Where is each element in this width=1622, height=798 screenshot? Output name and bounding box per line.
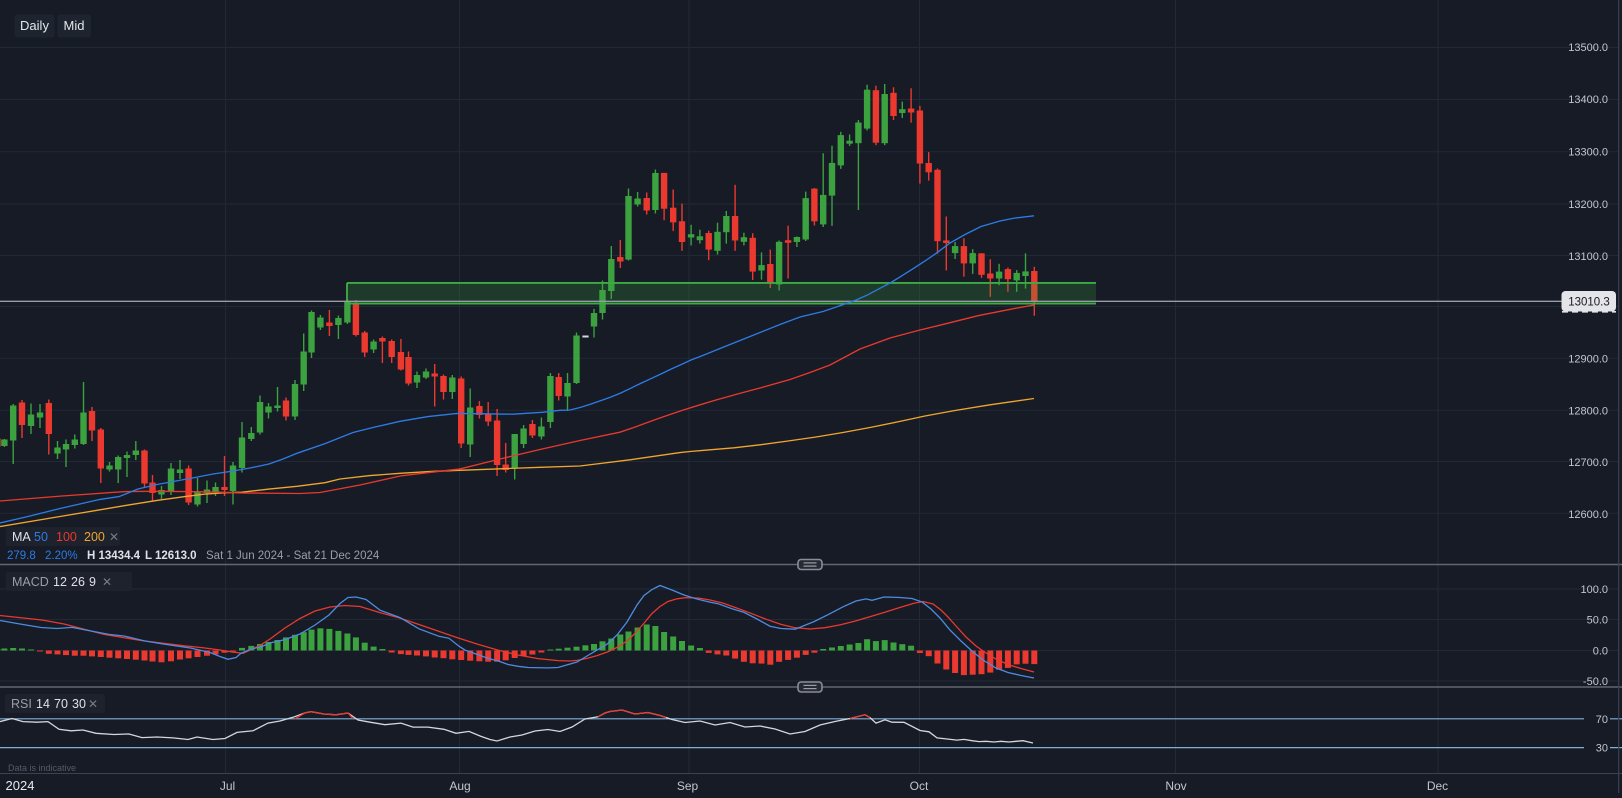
svg-text:100: 100 [56,530,77,544]
svg-text:70: 70 [1596,714,1608,726]
svg-text:Mid: Mid [64,18,85,33]
svg-text:H 13434.4: H 13434.4 [87,550,141,562]
svg-text:50: 50 [34,530,48,544]
svg-text:14: 14 [36,697,50,711]
svg-text:MA: MA [12,530,31,544]
svg-text:200: 200 [84,530,105,544]
svg-text:13500.0: 13500.0 [1568,42,1608,54]
svg-text:Daily: Daily [20,18,49,33]
svg-text:12800.0: 12800.0 [1568,406,1608,418]
svg-text:30: 30 [1596,743,1608,755]
svg-text:MACD: MACD [12,575,49,589]
svg-text:13200.0: 13200.0 [1568,199,1608,211]
svg-text:L 12613.0: L 12613.0 [145,550,197,562]
svg-text:✕: ✕ [109,530,119,544]
svg-text:26: 26 [71,575,85,589]
svg-text:13010.3: 13010.3 [1568,297,1610,309]
svg-text:12600.0: 12600.0 [1568,509,1608,521]
svg-text:-50.0: -50.0 [1583,676,1608,688]
svg-text:✕: ✕ [102,575,112,589]
svg-text:0.0: 0.0 [1593,646,1608,658]
svg-text:30: 30 [72,697,86,711]
svg-text:13300.0: 13300.0 [1568,147,1608,159]
svg-text:13100.0: 13100.0 [1568,251,1608,263]
svg-text:12700.0: 12700.0 [1568,457,1608,469]
svg-text:9: 9 [89,575,96,589]
svg-text:Jul: Jul [220,779,235,793]
svg-text:✕: ✕ [88,697,98,711]
svg-text:50.0: 50.0 [1587,615,1608,627]
svg-text:2.20%: 2.20% [45,550,78,562]
svg-text:RSI: RSI [11,697,32,711]
svg-text:Sep: Sep [677,779,699,793]
svg-text:2024: 2024 [6,778,35,793]
svg-text:Oct: Oct [910,779,929,793]
svg-text:70: 70 [54,697,68,711]
svg-text:Nov: Nov [1165,779,1186,793]
svg-text:13400.0: 13400.0 [1568,94,1608,106]
svg-text:Sat 1 Jun 2024 - Sat 21 Dec 20: Sat 1 Jun 2024 - Sat 21 Dec 2024 [206,550,380,562]
svg-text:279.8: 279.8 [7,550,36,562]
svg-text:Dec: Dec [1427,779,1448,793]
svg-text:12900.0: 12900.0 [1568,354,1608,366]
svg-text:Data is indicative: Data is indicative [8,763,76,773]
svg-text:12: 12 [53,575,67,589]
svg-text:100.0: 100.0 [1580,584,1608,596]
svg-text:Aug: Aug [449,779,470,793]
